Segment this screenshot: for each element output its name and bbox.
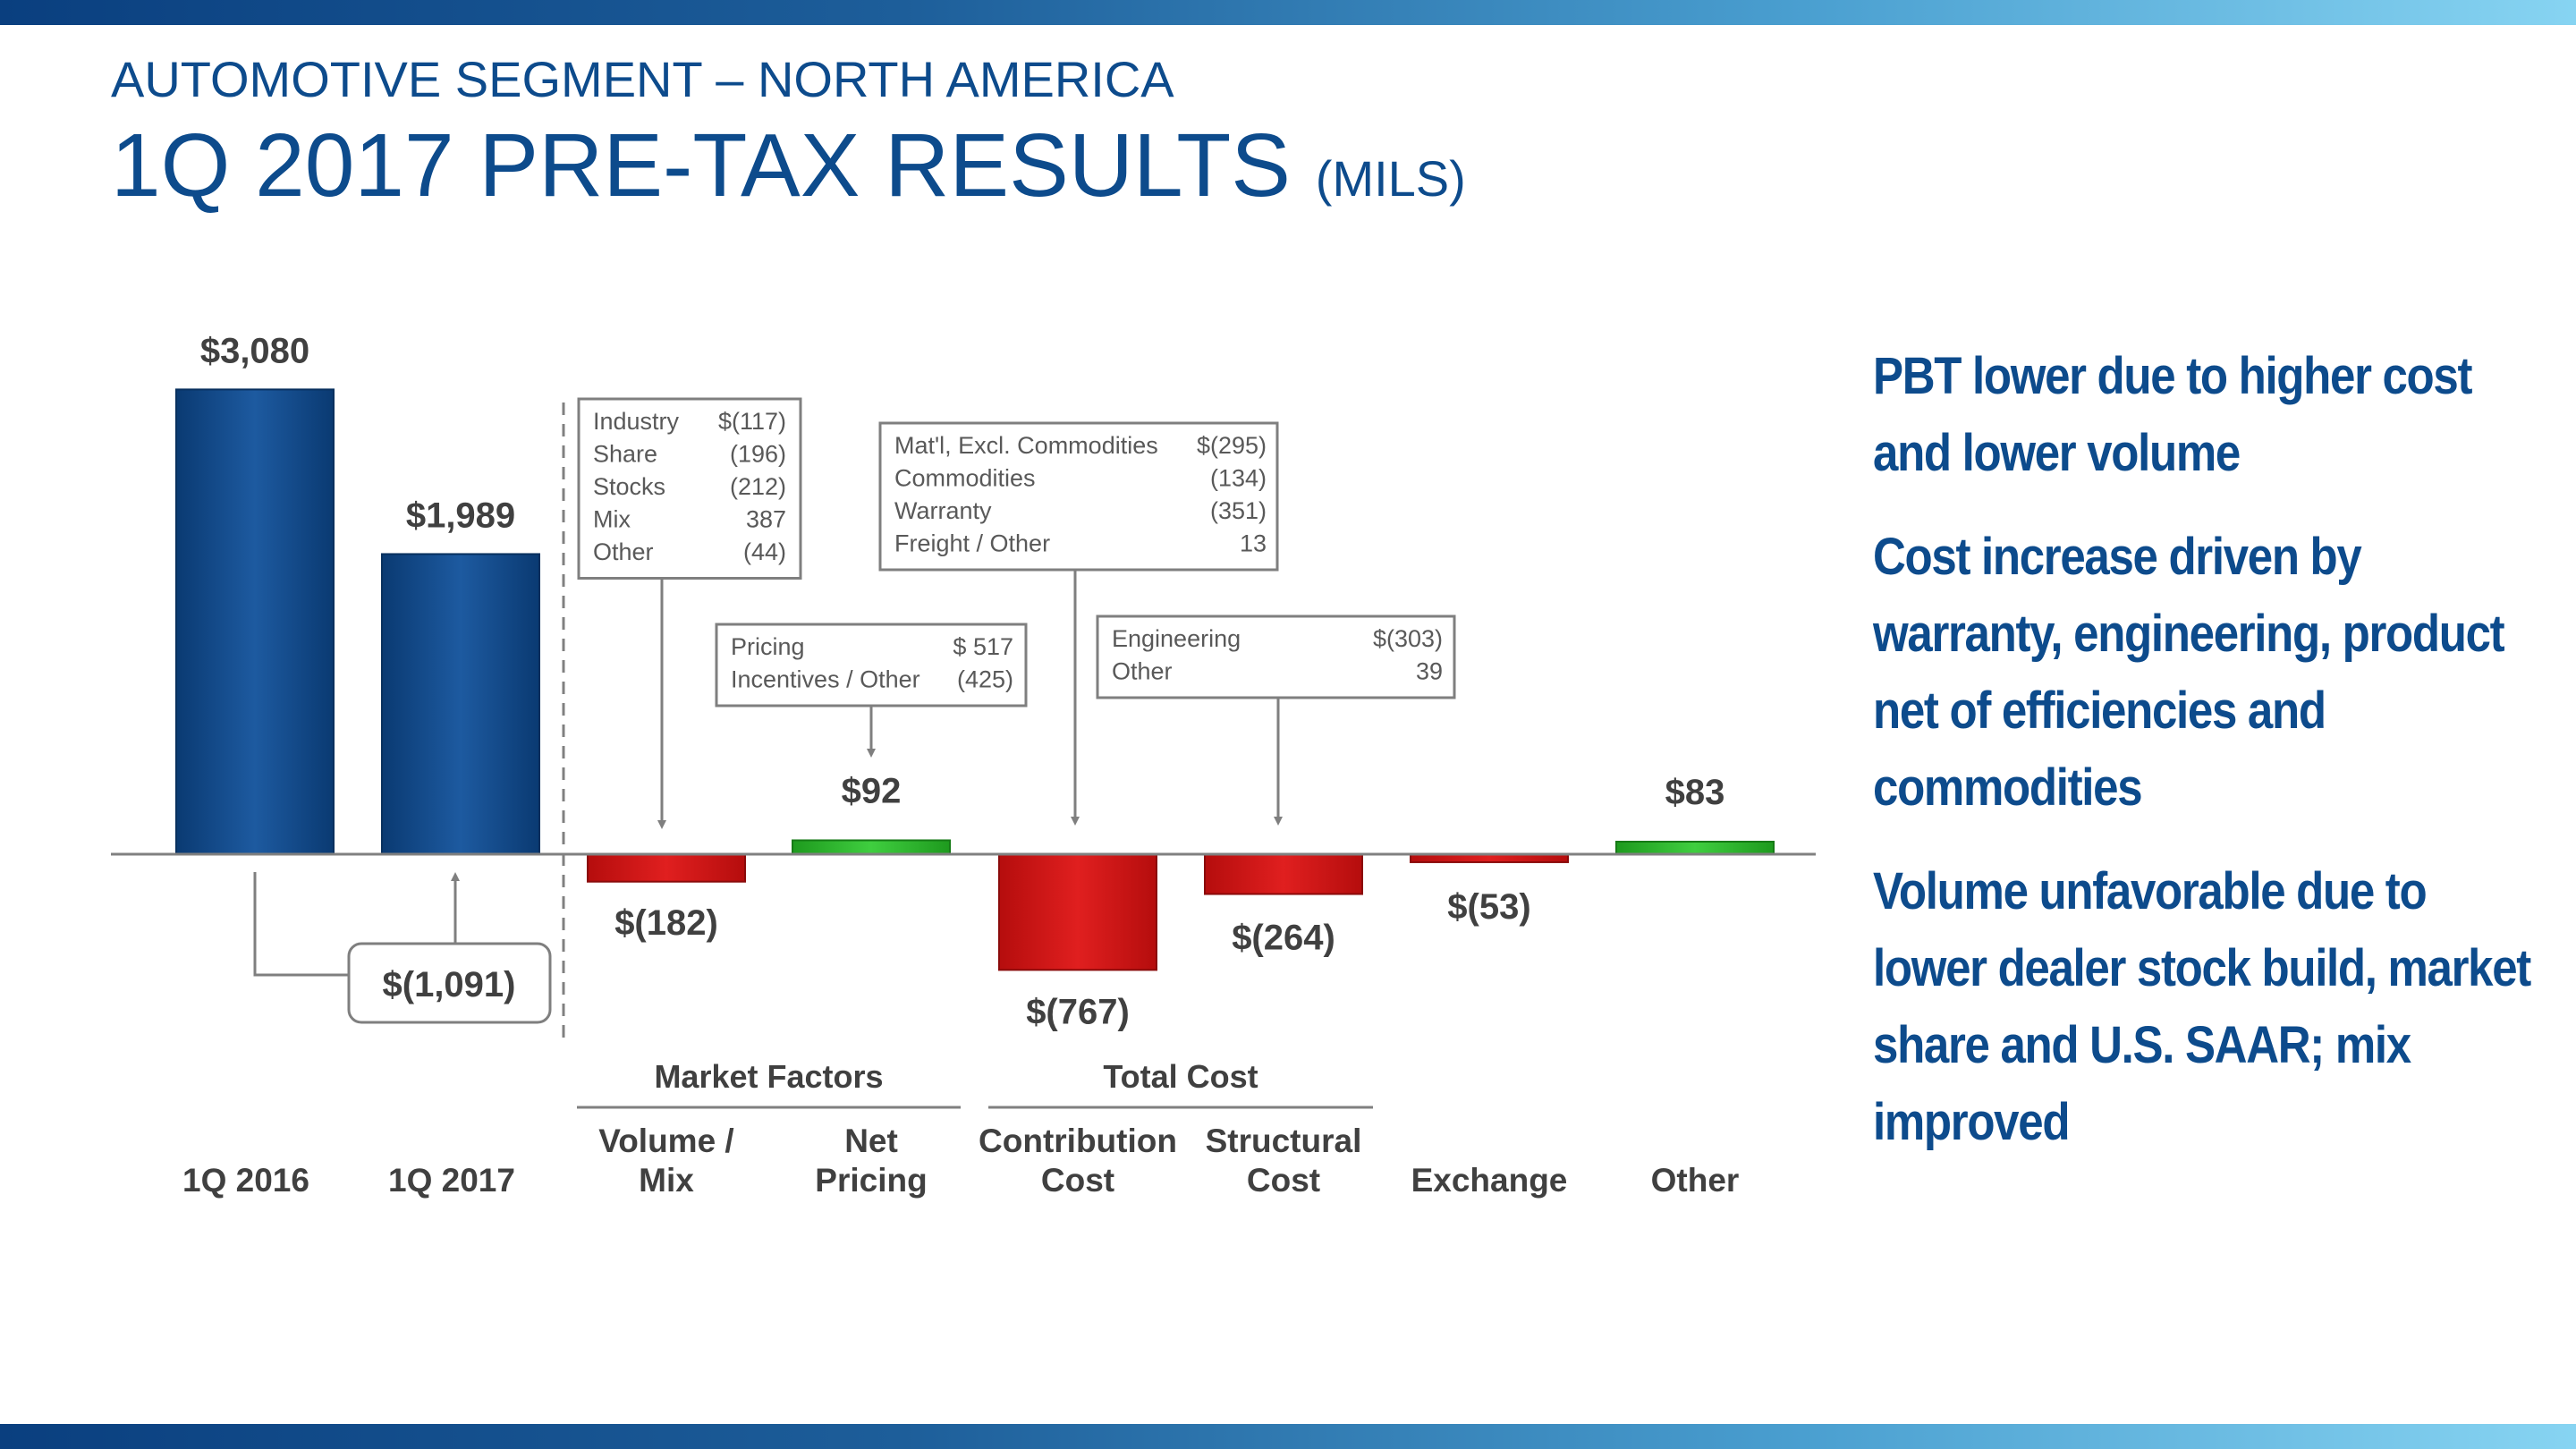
callout-item-label: Mat'l, Excl. Commodities xyxy=(894,432,1158,459)
callout-item-value: (212) xyxy=(730,473,786,500)
x-axis-label: Structural xyxy=(1206,1123,1362,1159)
callout-item-value: 387 xyxy=(746,506,786,533)
callout-item-label: Freight / Other xyxy=(894,530,1050,557)
commentary-bullet: Volume unfavorable due to lower dealer s… xyxy=(1873,862,2531,1151)
change-total-label: $(1,091) xyxy=(383,965,516,1004)
callout-box xyxy=(1096,614,1456,699)
slide-title: 1Q 2017 PRE-TAX RESULTS (MILS) xyxy=(111,116,1466,215)
waterfall-chart: $3,080 $1,989 $(182) $92 $(767) $(264) $(53) $8… xyxy=(111,331,1816,1199)
commentary-bullet: PBT lower due to higher cost and lower v… xyxy=(1873,347,2472,482)
bar-1q-2016 xyxy=(175,388,335,856)
callout-item-value: (44) xyxy=(743,538,786,565)
change-total-box xyxy=(347,942,552,1024)
labels-layer: $3,080 $1,989 $(182) $92 $(767) $(264) $(53) $8… xyxy=(182,331,1739,1199)
callout-item-value: 13 xyxy=(1240,530,1267,557)
callouts-layer: Industry $(117) Share (196) Stocks (212) Mix 38… xyxy=(577,397,1456,829)
x-axis-label: Cost xyxy=(1247,1162,1320,1199)
callout-item-value: (425) xyxy=(957,666,1013,693)
value-label: $(53) xyxy=(1447,887,1530,927)
bar-structural-cost xyxy=(1204,853,1363,895)
callout-item-label: Stocks xyxy=(593,473,665,500)
x-axis-label: 1Q 2016 xyxy=(182,1162,309,1199)
axis-layer xyxy=(111,402,1816,1042)
callout-item-value: 39 xyxy=(1416,658,1443,685)
bar-volume-mix xyxy=(587,853,746,883)
callout-item-value: $(303) xyxy=(1373,625,1443,652)
x-axis-label: Net xyxy=(844,1123,898,1159)
x-axis-label: Pricing xyxy=(815,1162,927,1199)
bar-net-pricing xyxy=(792,839,951,856)
callout-item-value: (351) xyxy=(1210,497,1267,524)
x-axis-label: Volume / xyxy=(598,1123,733,1159)
slide-subtitle: AUTOMOTIVE SEGMENT – NORTH AMERICA xyxy=(111,51,1174,107)
callout-item-label: Engineering xyxy=(1112,625,1241,652)
value-label: $(182) xyxy=(614,903,718,943)
callout-item-value: (134) xyxy=(1210,465,1267,492)
callout-item-label: Other xyxy=(593,538,654,565)
slide-title-units: (MILS) xyxy=(1315,150,1466,207)
bottom-gradient-band xyxy=(0,1424,2576,1449)
x-axis-label: Mix xyxy=(639,1162,694,1199)
value-label: $83 xyxy=(1665,773,1725,812)
value-label: $1,989 xyxy=(406,496,515,535)
commentary-panel: PBT lower due to higher cost and lower v… xyxy=(1873,338,2553,1188)
x-axis-label: Other xyxy=(1651,1162,1740,1199)
commentary-bullet: Cost increase driven by warranty, engine… xyxy=(1873,528,2505,817)
callout-item-value: $(295) xyxy=(1197,432,1267,459)
callout-item-label: Share xyxy=(593,441,657,468)
callout-item-value: (196) xyxy=(730,441,786,468)
callout-box xyxy=(577,397,802,580)
callout-box xyxy=(715,623,1028,708)
bars-layer xyxy=(175,388,1775,971)
value-label: $(767) xyxy=(1026,992,1130,1031)
change-connector xyxy=(253,872,349,977)
callout-item-value: $(117) xyxy=(718,408,786,435)
callout-item-label: Other xyxy=(1112,658,1173,685)
bar-1q-2017 xyxy=(381,553,540,855)
callout-item-label: Warranty xyxy=(894,497,992,524)
callout-box xyxy=(878,421,1279,572)
bar-contribution-cost xyxy=(998,853,1157,971)
value-label: $3,080 xyxy=(200,331,309,370)
slide-title-text: 1Q 2017 PRE-TAX RESULTS xyxy=(111,115,1291,216)
group-label: Market Factors xyxy=(654,1058,883,1095)
bar-other xyxy=(1615,840,1775,856)
callout-item-label: Commodities xyxy=(894,465,1036,492)
x-axis-label: 1Q 2017 xyxy=(388,1162,515,1199)
x-axis-label: Cost xyxy=(1041,1162,1114,1199)
x-axis-label: Exchange xyxy=(1411,1162,1568,1199)
group-label: Total Cost xyxy=(1103,1058,1258,1095)
top-gradient-band xyxy=(0,0,2576,25)
value-label: $(264) xyxy=(1232,919,1335,958)
x-axis-label: Contribution xyxy=(979,1123,1177,1159)
callout-item-label: Industry xyxy=(593,408,680,435)
callout-item-label: Incentives / Other xyxy=(731,666,920,693)
callout-item-value: $ 517 xyxy=(953,633,1013,660)
value-label: $92 xyxy=(842,771,902,810)
callout-item-label: Mix xyxy=(593,506,631,533)
callout-item-label: Pricing xyxy=(731,633,805,660)
